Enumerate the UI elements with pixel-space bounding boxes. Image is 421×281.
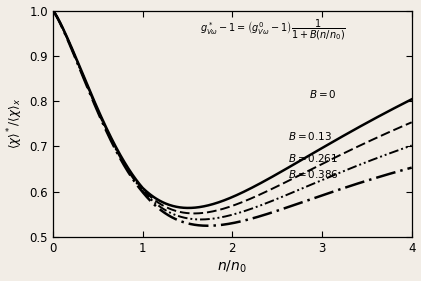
Y-axis label: $\langle\chi\rangle^*/\langle\chi\rangle_x$: $\langle\chi\rangle^*/\langle\chi\rangle… xyxy=(5,98,25,149)
Text: $B = 0.386$: $B = 0.386$ xyxy=(288,167,339,180)
Text: $B = 0$: $B = 0$ xyxy=(309,88,336,100)
X-axis label: $n/n_0$: $n/n_0$ xyxy=(217,259,247,275)
Text: $g^*_{V\omega}-1=\left(g^0_{V\omega}-1\right)\dfrac{1}{1+B(n/n_0)}$: $g^*_{V\omega}-1=\left(g^0_{V\omega}-1\r… xyxy=(200,17,346,42)
Text: $B = 0.13$: $B = 0.13$ xyxy=(288,130,332,142)
Text: $B = 0.261$: $B = 0.261$ xyxy=(288,152,338,164)
